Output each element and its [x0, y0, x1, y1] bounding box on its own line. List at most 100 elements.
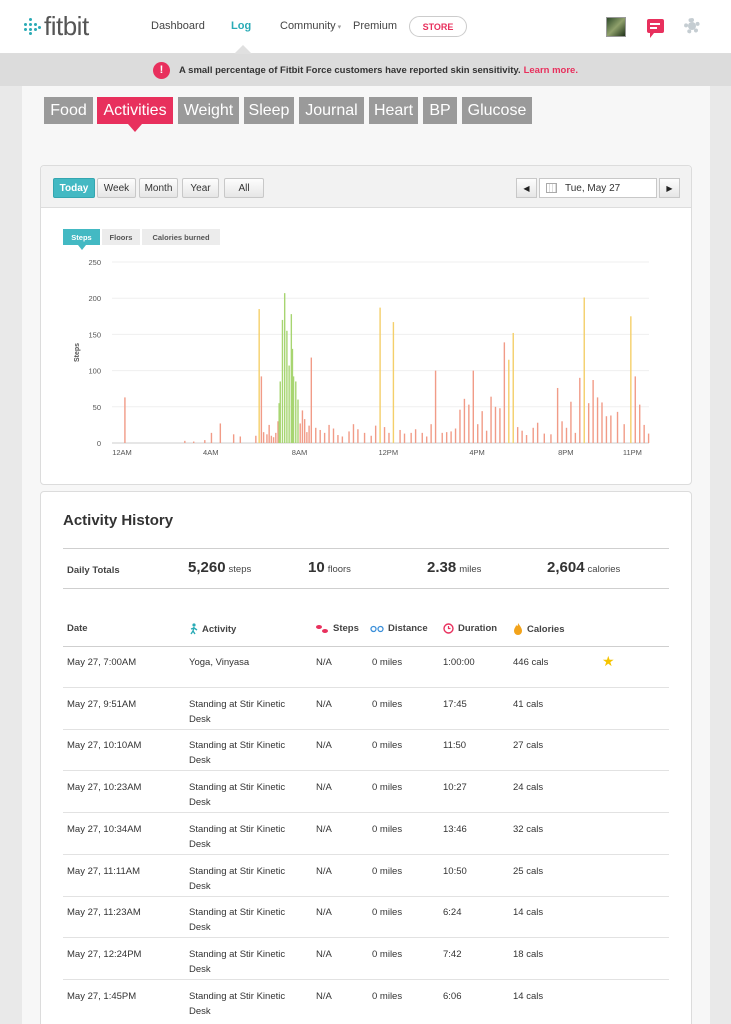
- chart-bar: [485, 430, 488, 443]
- chart-bar: [403, 433, 406, 443]
- tab-weight[interactable]: Weight: [178, 97, 239, 124]
- chart-bar: [279, 381, 281, 443]
- fitbit-logo[interactable]: fitbit: [22, 11, 89, 41]
- chart-bar: [425, 436, 428, 443]
- chart-bar: [592, 380, 594, 443]
- chart-bar: [421, 432, 423, 443]
- chart-bar: [239, 436, 242, 443]
- messages-icon[interactable]: [647, 19, 664, 38]
- row-divider: [63, 687, 669, 688]
- chart-bar: [281, 319, 284, 443]
- row-duration: 1:00:00: [443, 657, 475, 668]
- chart-bar: [204, 440, 206, 443]
- gear-icon[interactable]: [684, 18, 700, 34]
- chart-bar: [454, 428, 457, 443]
- row-steps: N/A: [316, 657, 332, 668]
- row-steps: N/A: [316, 949, 332, 960]
- chart-tab-steps[interactable]: Steps: [63, 229, 100, 250]
- row-calories: 446 cals: [513, 657, 549, 668]
- range-month-button[interactable]: Month: [139, 178, 178, 198]
- chart-tab-floors[interactable]: Floors: [102, 229, 140, 245]
- tab-sleep[interactable]: Sleep: [244, 97, 294, 124]
- chart-bar: [561, 421, 563, 443]
- nav-premium[interactable]: Premium: [353, 20, 398, 32]
- range-week-button[interactable]: Week: [97, 178, 136, 198]
- column-steps[interactable]: Steps: [315, 623, 359, 634]
- row-divider: [63, 770, 669, 771]
- store-button[interactable]: STORE: [409, 16, 467, 37]
- x-tick-label: 8AM: [292, 448, 307, 457]
- row-steps: N/A: [316, 740, 332, 751]
- chart-bar: [583, 297, 585, 443]
- row-steps: N/A: [316, 824, 332, 835]
- row-divider: [63, 937, 669, 938]
- chart-bar: [268, 424, 270, 443]
- tab-bp[interactable]: BP: [423, 97, 457, 124]
- chart-toolbar: Today Week Month Year All ◀ Tue, May 27 …: [41, 166, 691, 208]
- row-calories: 24 cals: [513, 782, 544, 793]
- chart-tab-calories[interactable]: Calories burned: [142, 229, 220, 245]
- chart-bar: [532, 427, 534, 443]
- chart-bar: [643, 424, 645, 443]
- nav-log[interactable]: Log: [231, 20, 252, 32]
- x-tick-label: 8PM: [558, 448, 573, 457]
- tab-activities[interactable]: Activities: [97, 97, 173, 132]
- column-activity[interactable]: Activity: [189, 623, 236, 635]
- date-field[interactable]: Tue, May 27: [539, 178, 657, 198]
- steps-chart: 250 200 150 100 50 0 12AM 4AM 8AM 12PM 4PM 8PM 11PM S…: [74, 258, 650, 457]
- chart-bar: [639, 404, 641, 443]
- chart-bar: [270, 435, 273, 443]
- tab-journal[interactable]: Journal: [299, 97, 364, 124]
- row-activity: Standing at Stir Kinetic Desk: [189, 740, 286, 766]
- chart-bar: [262, 432, 265, 443]
- chart-bar: [463, 398, 466, 443]
- range-all-button[interactable]: All: [224, 178, 264, 198]
- star-icon[interactable]: ★: [602, 653, 615, 669]
- date-prev-button[interactable]: ◀: [516, 178, 537, 198]
- chart-bar: [499, 408, 501, 443]
- row-duration: 11:50: [443, 740, 467, 751]
- x-tick-label: 4AM: [203, 448, 218, 457]
- column-duration[interactable]: Duration: [443, 623, 497, 634]
- row-date: May 27, 12:24PM: [67, 949, 142, 960]
- y-tick-label: 50: [93, 403, 101, 412]
- chart-bar: [596, 397, 599, 443]
- nav-dashboard[interactable]: Dashboard: [151, 20, 205, 32]
- total-floors-value: 10: [308, 559, 325, 576]
- row-distance: 0 miles: [372, 824, 403, 835]
- column-distance[interactable]: Distance: [370, 623, 428, 634]
- range-year-button[interactable]: Year: [182, 178, 219, 198]
- chart-bar: [278, 403, 280, 443]
- row-date: May 27, 9:51AM: [67, 699, 137, 710]
- row-calories: 27 cals: [513, 740, 544, 751]
- row-date: May 27, 10:23AM: [67, 782, 142, 793]
- chart-bar: [494, 406, 497, 443]
- chart-bar: [521, 430, 523, 443]
- y-tick-label: 150: [88, 330, 101, 339]
- chart-bar: [290, 314, 293, 443]
- activity-history-title: Activity History: [63, 512, 174, 529]
- total-calories-unit: calories: [587, 564, 621, 575]
- row-date: May 27, 11:23AM: [67, 907, 141, 918]
- chart-bar: [341, 436, 344, 443]
- avatar[interactable]: [606, 17, 626, 37]
- row-steps: N/A: [316, 866, 332, 877]
- date-next-button[interactable]: ▶: [659, 178, 680, 198]
- total-miles-value: 2.38: [427, 559, 457, 576]
- chart-bar: [383, 427, 386, 443]
- column-calories[interactable]: Calories: [513, 623, 565, 635]
- footsteps-icon: [316, 624, 328, 633]
- tab-heart[interactable]: Heart: [369, 97, 418, 124]
- total-floors: 10 floors: [308, 559, 351, 576]
- row-activity: Yoga, Vinyasa: [189, 657, 250, 668]
- chart-bar: [450, 431, 452, 443]
- alert-learn-more-link[interactable]: Learn more.: [523, 64, 578, 76]
- range-today-button[interactable]: Today: [53, 178, 95, 198]
- row-date: May 27, 10:34AM: [67, 824, 142, 835]
- chart-bar: [266, 434, 268, 443]
- tab-food[interactable]: Food: [44, 97, 93, 124]
- tab-glucose[interactable]: Glucose: [462, 97, 532, 124]
- column-date[interactable]: Date: [67, 623, 88, 634]
- nav-community[interactable]: Community ▾: [280, 20, 341, 32]
- chart-bar: [301, 410, 304, 443]
